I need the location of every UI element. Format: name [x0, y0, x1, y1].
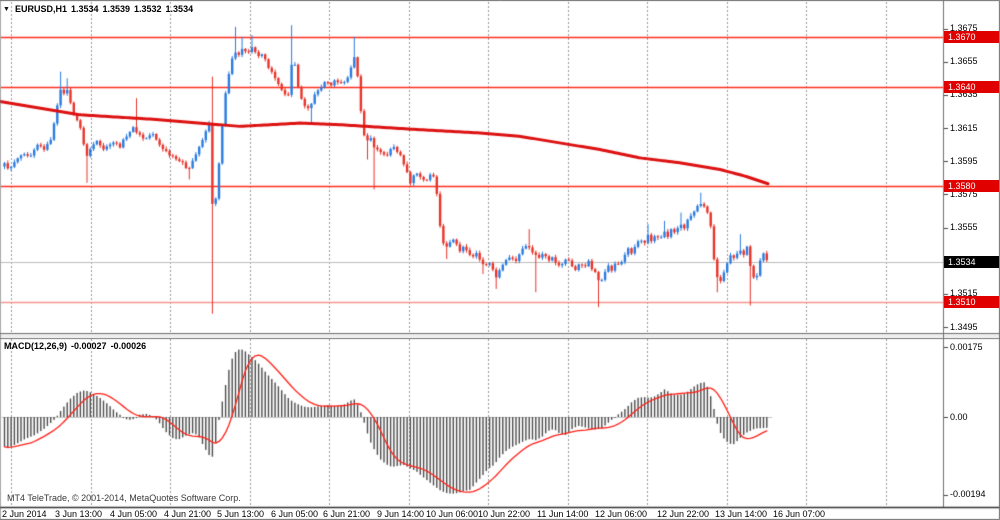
price-tick-label: 1.3615: [950, 122, 978, 133]
macd-signal-value: -0.00026: [110, 341, 147, 351]
price-tick-label: 1.3655: [950, 56, 978, 67]
time-axis-label: 12 Jun 22:00: [657, 509, 710, 519]
time-axis-label: 10 Jun 06:00: [426, 509, 479, 519]
price-tick-label: 1.3555: [950, 222, 978, 233]
quote-close: 1.3534: [165, 4, 194, 14]
price-tick-label: 1.3575: [950, 188, 978, 199]
bid-price-label: 1.3534: [944, 256, 999, 269]
time-axis[interactable]: 2 Jun 2014 3 Jun 13:00 4 Jun 05:00 4 Jun 21…: [0, 507, 1000, 520]
copyright-text: MT4 TeleTrade, © 2001-2014, MetaQuotes S…: [7, 493, 241, 503]
price-tick-label: 1.3635: [950, 89, 978, 100]
panel-splitter[interactable]: [0, 333, 943, 338]
price-tick-label: 1.3515: [950, 288, 978, 299]
hline-price-label: 1.3640: [944, 80, 999, 93]
hline-price-label: 1.3670: [944, 30, 999, 43]
time-axis-label: 6 Jun 05:00: [271, 509, 319, 519]
symbol-timeframe: EURUSD,H1: [14, 4, 67, 14]
quote-open: 1.3534: [70, 4, 99, 14]
time-axis-label: 2 Jun 2014: [2, 509, 47, 519]
macd-scale-label: 0.00175: [950, 341, 983, 352]
time-axis-label: 10 Jun 22:00: [478, 509, 531, 519]
time-axis-label: 9 Jun 14:00: [377, 509, 425, 519]
price-tick-label: 1.3675: [950, 23, 978, 34]
price-tick-label: 1.3495: [950, 321, 978, 332]
macd-scale-label: -0.00194: [950, 489, 986, 500]
macd-indicator-label: MACD(12,26,9) -0.00027 -0.00026: [4, 341, 150, 352]
chevron-down-icon[interactable]: ▼: [3, 6, 10, 13]
time-axis-label: 12 Jun 06:00: [595, 509, 648, 519]
macd-value: -0.00027: [71, 341, 107, 351]
price-axis[interactable]: 1.3675 1.3655 1.3635 1.3615 1.3595 1.3575 1.35…: [943, 0, 1000, 507]
time-axis-label: 16 Jun 07:00: [773, 509, 826, 519]
time-axis-label: 13 Jun 14:00: [715, 509, 768, 519]
time-axis-label: 4 Jun 21:00: [164, 509, 212, 519]
macd-name: MACD(12,26,9): [4, 341, 68, 351]
macd-scale-label: 0.00: [950, 411, 968, 422]
quote-low: 1.3532: [134, 4, 162, 14]
time-axis-label: 3 Jun 13:00: [55, 509, 103, 519]
time-axis-label: 11 Jun 14:00: [537, 509, 589, 519]
time-axis-label: 4 Jun 05:00: [110, 509, 158, 519]
price-tick-label: 1.3595: [950, 155, 978, 166]
time-axis-label: 5 Jun 13:00: [217, 509, 265, 519]
hline-price-label: 1.3580: [944, 180, 999, 193]
time-axis-label: 6 Jun 21:00: [323, 509, 371, 519]
chart-symbol-label: ▼ EURUSD,H1 1.3534 1.3539 1.3532 1.3534: [3, 4, 197, 15]
hline-price-label: 1.3510: [944, 296, 999, 309]
quote-high: 1.3539: [102, 4, 131, 14]
